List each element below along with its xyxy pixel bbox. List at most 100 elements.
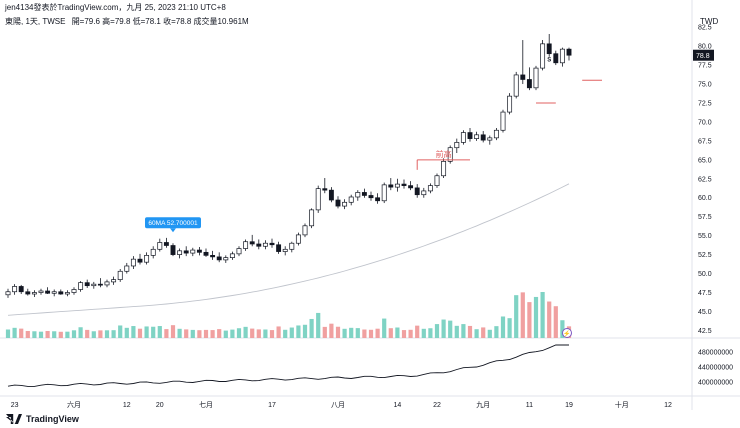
volume-bar <box>547 301 552 338</box>
volume-bar <box>144 326 149 338</box>
candle-body <box>91 283 97 287</box>
candle-body <box>18 286 24 293</box>
candle-body <box>460 132 466 143</box>
candle-body <box>513 74 519 97</box>
candle-body <box>249 241 255 245</box>
indicator-tick-label: 480000000 <box>698 350 733 357</box>
candle-body <box>487 137 493 141</box>
volume-bar <box>124 327 129 338</box>
volume-bar <box>184 329 189 338</box>
candle-body <box>196 249 202 253</box>
candle-body <box>553 53 559 64</box>
symbol-label: 東陽, 1天, TWSE <box>5 17 66 26</box>
candle-body <box>309 209 315 227</box>
volume-bar <box>527 302 532 338</box>
candle-body <box>51 291 57 294</box>
x-tick-label: 14 <box>394 402 402 409</box>
candle-body <box>348 196 354 203</box>
volume-bar <box>177 328 182 338</box>
x-tick-label: 22 <box>433 402 441 409</box>
ohlc-values: 開=79.6 高=79.8 低=78.1 收=78.8 成交量10.961M <box>71 17 249 26</box>
y-tick-label: 70.0 <box>698 119 712 126</box>
volume-bar <box>448 320 453 338</box>
volume-bar <box>210 330 215 338</box>
candle-body <box>381 184 387 202</box>
volume-bar <box>560 320 565 338</box>
volume-bar <box>243 326 248 338</box>
candle-body <box>421 190 427 196</box>
candle-body <box>210 255 216 258</box>
volume-bar <box>355 328 360 338</box>
candle-body <box>394 183 400 188</box>
last-price-badge <box>693 49 714 61</box>
indicator-tick-label: 400000000 <box>698 380 733 387</box>
x-tick-label: 19 <box>565 402 573 409</box>
candle-body <box>236 248 242 255</box>
candle-body <box>78 282 84 290</box>
volume-bar <box>454 325 459 338</box>
candle-body <box>474 134 480 139</box>
volume-bar <box>45 330 50 338</box>
volume-bar <box>157 326 162 338</box>
volume-bar <box>151 326 156 338</box>
candle-body <box>493 129 499 139</box>
volume-bar <box>533 296 539 338</box>
publish-line: jen4134發表於TradingView.com，九月 25, 2023 21… <box>5 3 226 12</box>
y-tick-label: 77.5 <box>698 63 712 70</box>
volume-bar <box>25 330 30 338</box>
currency-label: TWD <box>700 17 718 26</box>
candle-body <box>97 283 103 286</box>
candle-body <box>45 290 51 294</box>
volume-bar <box>12 327 17 338</box>
candle-body <box>361 192 367 196</box>
candle-body <box>150 248 156 256</box>
y-tick-label: 42.5 <box>698 328 712 335</box>
volume-bar <box>223 330 228 338</box>
candle-body <box>414 187 420 196</box>
candle-body <box>203 251 209 256</box>
candle-body <box>111 279 117 283</box>
candle-body <box>216 256 222 261</box>
x-tick-label: 20 <box>156 402 164 409</box>
y-tick-label: 50.0 <box>698 271 712 278</box>
volume-bar <box>296 325 301 338</box>
candle-body <box>84 282 90 287</box>
x-tick-label: 九月 <box>476 400 490 409</box>
candle-body <box>38 290 44 293</box>
candle-body <box>256 243 262 247</box>
candle-body <box>262 242 268 247</box>
volume-bar <box>553 306 558 338</box>
y-tick-label: 45.0 <box>698 309 712 316</box>
candle-body <box>408 185 414 189</box>
candle-body <box>137 258 143 263</box>
candle-body <box>520 74 526 80</box>
volume-bar <box>289 327 294 338</box>
volume-bar <box>461 324 466 338</box>
volume-bar <box>65 331 70 338</box>
volume-bar <box>164 329 169 338</box>
volume-bar <box>203 329 209 338</box>
tradingview-logo[interactable]: TradingView <box>6 414 79 424</box>
y-tick-label: 75.0 <box>698 82 712 89</box>
volume-bar <box>170 325 176 338</box>
volume-bar <box>441 319 446 338</box>
indicator-tick-label: 440000000 <box>698 365 733 372</box>
x-tick-label: 23 <box>11 402 19 409</box>
candle-body <box>546 43 552 55</box>
candle-body <box>447 147 453 162</box>
volume-bar <box>316 312 321 338</box>
candle-body <box>177 250 183 255</box>
volume-bar <box>329 323 334 338</box>
y-tick-label: 72.5 <box>698 100 712 107</box>
volume-bar <box>467 325 473 338</box>
volume-bar <box>283 329 288 338</box>
volume-bar <box>85 329 90 338</box>
volume-bar <box>250 328 255 338</box>
volume-bar <box>362 329 367 338</box>
volume-bar <box>415 325 420 338</box>
ma-callout-text: 60MA 52.700001 <box>148 220 198 227</box>
symbol-legend: 東陽, 1天, TWSE 開=79.6 高=79.8 低=78.1 收=78.8… <box>5 16 249 27</box>
candle-body <box>282 248 288 252</box>
x-tick-label: 六月 <box>67 400 81 409</box>
